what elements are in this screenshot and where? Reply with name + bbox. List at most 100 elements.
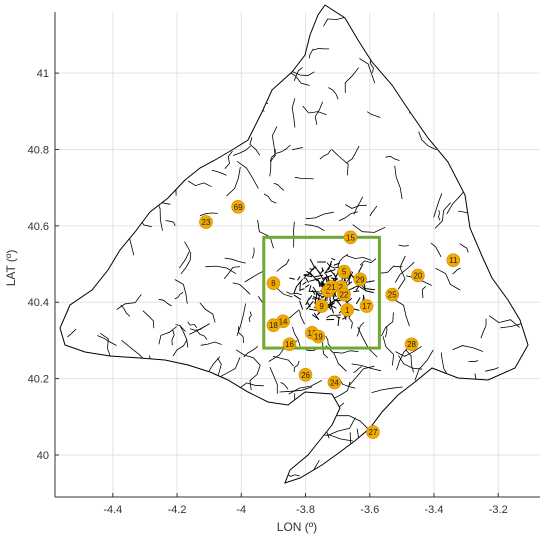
station-marker: 11 [447,254,460,267]
boundary-line [320,150,331,159]
boundary-line [188,181,212,187]
boundary-line [210,32,215,63]
boundary-line [143,434,154,461]
boundary-line [228,41,246,48]
boundary-line [235,431,238,448]
boundary-line [203,403,236,415]
boundary-line [200,303,215,323]
boundary-line [480,70,491,72]
boundary-line [294,361,299,372]
boundary-line [98,414,100,432]
x-tick-label: -3.4 [425,504,444,516]
urban-boundary [312,290,315,295]
marker-label: 26 [301,371,310,380]
marker-label: 20 [413,272,422,281]
boundary-line [257,103,265,111]
boundary-line [128,229,134,255]
boundary-line [358,327,378,357]
boundary-line [339,212,358,221]
marker-label: 27 [369,428,378,437]
boundary-line [501,234,510,241]
boundary-line [295,177,314,179]
boundary-line [440,61,463,69]
boundary-line [175,292,183,299]
boundary-line [107,393,110,414]
station-marker: 24 [328,376,341,389]
marker-label: 8 [271,279,276,288]
station-marker: 8 [267,277,280,290]
marker-label: 1 [345,306,350,315]
boundary-line [180,325,188,347]
boundary-line [284,37,293,43]
boundary-line [191,103,193,113]
boundary-line [258,220,274,248]
boundary-line [345,205,366,209]
boundary-line [524,185,528,213]
boundary-line [200,213,218,216]
urban-boundary [356,298,360,304]
y-axis-label: LAT (º) [4,250,18,287]
boundary-line [214,357,240,380]
boundary-line [133,373,141,402]
urban-boundary [353,291,359,292]
urban-boundary [296,279,302,287]
boundary-line [168,398,187,427]
boundary-line [253,471,276,483]
urban-boundary [298,276,301,280]
urban-boundary [331,258,335,260]
urban-boundary [337,301,341,306]
boundary-line [197,331,207,340]
boundary-line [415,350,433,381]
station-marker: 19 [312,330,325,343]
boundary-line [425,10,440,36]
y-tick-label: 40.2 [28,374,49,386]
boundary-line [372,387,403,393]
boundary-line [446,428,453,448]
boundary-line [249,312,251,322]
marker-label: 15 [346,233,355,242]
boundary-line [252,248,254,259]
boundary-line [503,413,518,440]
boundary-line [505,401,510,410]
boundary-line [243,91,250,104]
boundary-line [386,156,400,160]
boundary-line [281,382,288,389]
marker-label: 5 [342,268,347,277]
boundary-line [469,186,494,190]
boundary-line [383,336,394,365]
boundary-line [61,138,84,141]
boundary-line [490,474,512,477]
boundary-line [94,95,105,97]
boundary-line [428,38,455,43]
boundary-line [63,30,91,38]
marker-label: 22 [340,291,349,300]
urban-boundary [289,278,294,279]
boundary-line [494,141,504,147]
boundary-line [332,149,349,175]
urban-boundary [318,280,320,287]
boundary-line [217,358,221,378]
station-marker: 5 [338,265,351,278]
boundary-line [159,54,164,71]
boundary-line [210,140,212,150]
boundary-line [474,389,483,405]
boundary-line [500,316,530,328]
boundary-line [423,439,439,450]
boundary-line [435,16,450,49]
station-marker: 16 [283,338,296,351]
urban-boundary [309,285,311,291]
boundary-line [475,106,485,123]
boundary-line [97,336,116,346]
boundary-line [59,290,61,306]
urban-boundary [365,289,375,290]
urban-boundary [294,295,301,300]
urban-boundary [315,266,320,272]
marker-label: 11 [449,256,458,265]
boundary-line [434,193,442,217]
boundary-line [245,272,263,283]
x-tick-label: -4 [236,504,246,516]
boundary-line [394,300,409,327]
boundary-line [451,74,471,85]
boundary-line [214,419,221,443]
boundary-line [215,86,236,95]
